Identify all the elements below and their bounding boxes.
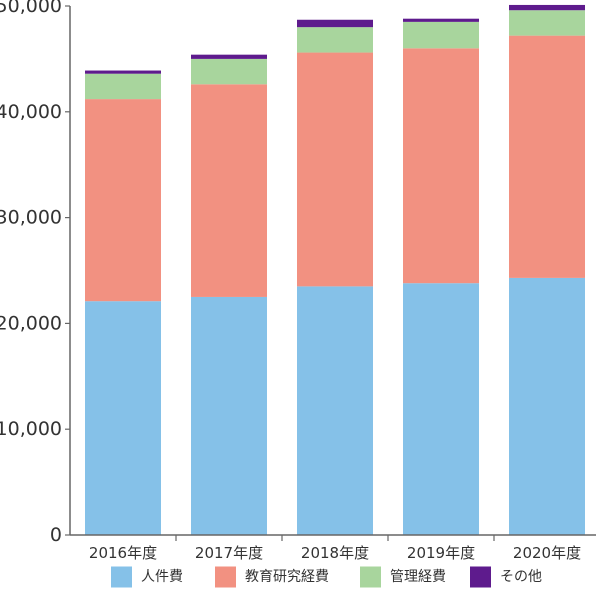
bar-segment	[191, 58, 267, 85]
bar-segment	[191, 54, 267, 59]
legend-item: 人件費	[111, 566, 183, 588]
bar-segment	[509, 4, 585, 11]
x-tick-label: 2020年度	[513, 544, 581, 562]
bar-segment	[85, 73, 161, 100]
y-tick-label: 20,000	[0, 312, 62, 334]
legend-label: 人件費	[141, 569, 183, 585]
legend-swatch	[470, 566, 491, 588]
legend-item: その他	[470, 566, 542, 588]
y-tick-label: 30,000	[0, 207, 62, 229]
bar-segment	[509, 10, 585, 36]
bar-segment	[509, 35, 585, 278]
bars-layer	[85, 4, 585, 535]
bar-segment	[297, 286, 373, 535]
bar-segment	[297, 27, 373, 53]
x-tick-label: 2016年度	[89, 544, 157, 562]
bar-segment	[191, 84, 267, 297]
y-tick-label: 40,000	[0, 101, 62, 123]
legend: 人件費 教育研究経費 管理経費 その他	[111, 566, 542, 588]
x-tick-label: 2018年度	[301, 544, 369, 562]
bar-segment	[403, 283, 479, 535]
axes-layer: 0 10,000 20,000 30,000 40,000 50,000 2016年度 201…	[0, 0, 596, 562]
legend-item: 教育研究経費	[215, 566, 329, 588]
bar-segment	[85, 99, 161, 302]
bar-segment	[403, 18, 479, 22]
y-tick-label: 10,000	[0, 418, 62, 440]
legend-item: 管理経費	[360, 566, 446, 588]
legend-swatch	[360, 566, 381, 588]
bar-segment	[403, 48, 479, 284]
bar-segment	[297, 19, 373, 28]
bar-segment	[403, 21, 479, 49]
bar-segment	[297, 52, 373, 287]
legend-label: 教育研究経費	[245, 569, 329, 585]
bar-segment	[509, 277, 585, 535]
y-tick-label: 0	[50, 524, 62, 546]
legend-label: 管理経費	[390, 569, 446, 585]
legend-label: その他	[500, 569, 542, 585]
x-tick-label: 2019年度	[407, 544, 475, 562]
y-tick-label: 50,000	[0, 0, 62, 17]
bar-segment	[191, 296, 267, 535]
x-tick-label: 2017年度	[195, 544, 263, 562]
legend-swatch	[111, 566, 132, 588]
legend-swatch	[215, 566, 236, 588]
bar-segment	[85, 301, 161, 535]
bar-segment	[85, 70, 161, 74]
